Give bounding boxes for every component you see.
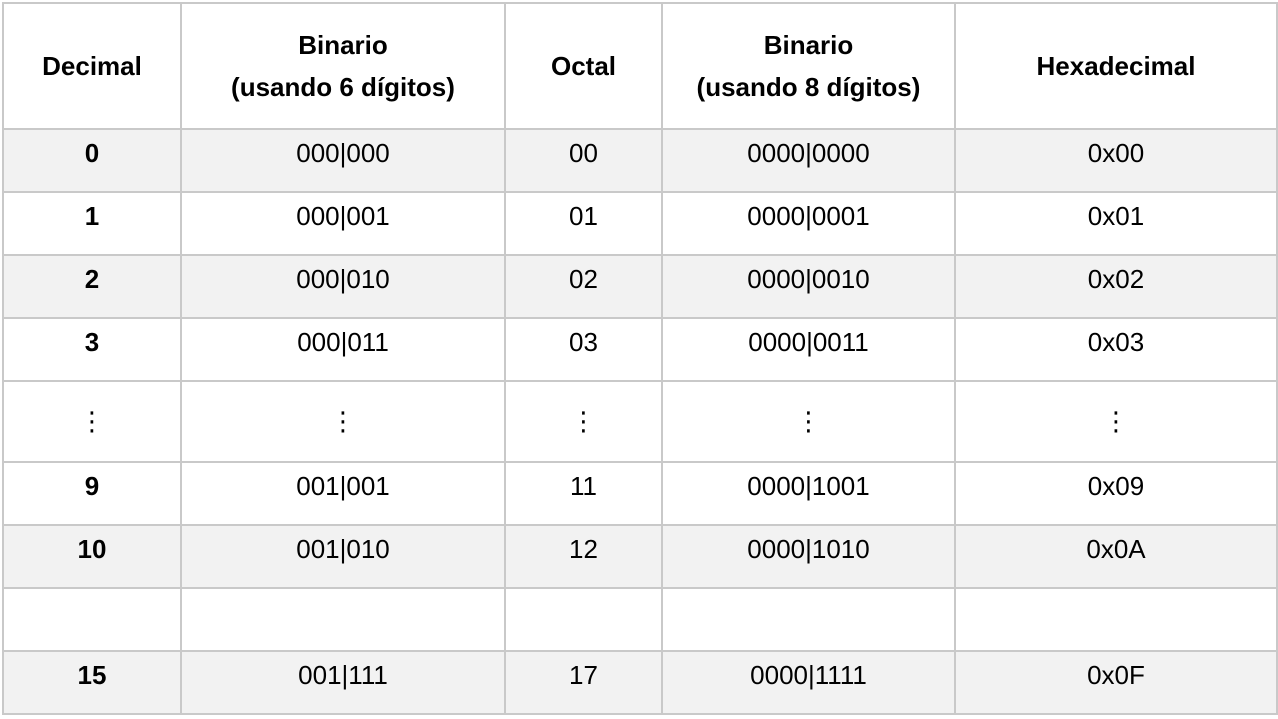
octal-cell	[504, 587, 663, 652]
table-row: 9 001|001 11 0000|1001 0x09	[2, 461, 1278, 526]
hex-cell: 0x00	[954, 128, 1278, 193]
binary8-cell: 0000|0010	[661, 254, 956, 319]
octal-cell: 03	[504, 317, 663, 382]
octal-cell: 12	[504, 524, 663, 589]
octal-cell: 00	[504, 128, 663, 193]
decimal-cell: 3	[2, 317, 182, 382]
table-row: 10 001|010 12 0000|1010 0x0A	[2, 524, 1278, 589]
vertical-ellipsis-cell: ⋮	[180, 380, 506, 463]
decimal-cell: 0	[2, 128, 182, 193]
decimal-cell	[2, 587, 182, 652]
octal-cell: 11	[504, 461, 663, 526]
header-octal-label: Octal	[550, 51, 617, 81]
table-row: 1 000|001 01 0000|0001 0x01	[2, 191, 1278, 256]
binary8-cell: 0000|1001	[661, 461, 956, 526]
octal-cell: 02	[504, 254, 663, 319]
vertical-ellipsis-cell: ⋮	[2, 380, 182, 463]
vertical-ellipsis-icon: ⋮	[1103, 406, 1129, 436]
empty-row	[2, 587, 1278, 652]
table-row: 3 000|011 03 0000|0011 0x03	[2, 317, 1278, 382]
decimal-cell: 15	[2, 650, 182, 715]
binary6-cell: 000|001	[180, 191, 506, 256]
decimal-cell: 10	[2, 524, 182, 589]
header-decimal-label: Decimal	[42, 51, 142, 81]
header-binary-6: Binario (usando 6 dígitos)	[180, 2, 506, 130]
header-hexadecimal-label: Hexadecimal	[1036, 51, 1196, 81]
binary8-cell	[661, 587, 956, 652]
table-row: 2 000|010 02 0000|0010 0x02	[2, 254, 1278, 319]
header-decimal: Decimal	[2, 2, 182, 130]
vertical-ellipsis-icon: ⋮	[570, 406, 597, 436]
hex-cell: 0x03	[954, 317, 1278, 382]
vertical-ellipsis-icon: ⋮	[795, 406, 822, 436]
header-binary-8-label: Binario	[763, 30, 854, 60]
octal-cell: 01	[504, 191, 663, 256]
header-binary-8: Binario (usando 8 dígitos)	[661, 2, 956, 130]
decimal-cell: 2	[2, 254, 182, 319]
octal-cell: 17	[504, 650, 663, 715]
binary6-cell: 000|010	[180, 254, 506, 319]
decimal-cell: 9	[2, 461, 182, 526]
vertical-ellipsis-cell: ⋮	[661, 380, 956, 463]
header-binary-6-label: Binario	[298, 30, 388, 60]
vertical-ellipsis-cell: ⋮	[954, 380, 1278, 463]
vertical-ellipsis-cell: ⋮	[504, 380, 663, 463]
header-binary-6-sub: (usando 6 dígitos)	[231, 72, 455, 102]
header-hexadecimal: Hexadecimal	[954, 2, 1278, 130]
table-row: 15 001|111 17 0000|1111 0x0F	[2, 650, 1278, 715]
binary6-cell: 001|111	[180, 650, 506, 715]
binary6-cell: 000|000	[180, 128, 506, 193]
header-octal: Octal	[504, 2, 663, 130]
decimal-cell: 1	[2, 191, 182, 256]
hex-cell: 0x09	[954, 461, 1278, 526]
hex-cell: 0x0F	[954, 650, 1278, 715]
header-binary-8-sub: (usando 8 dígitos)	[696, 72, 921, 102]
binary6-cell: 001|010	[180, 524, 506, 589]
vertical-ellipsis-icon: ⋮	[330, 406, 356, 436]
hex-cell: 0x0A	[954, 524, 1278, 589]
binary6-cell	[180, 587, 506, 652]
binary8-cell: 0000|1010	[661, 524, 956, 589]
hex-cell: 0x01	[954, 191, 1278, 256]
vertical-ellipsis-icon: ⋮	[79, 406, 105, 436]
binary8-cell: 0000|0001	[661, 191, 956, 256]
binary8-cell: 0000|1111	[661, 650, 956, 715]
hex-cell: 0x02	[954, 254, 1278, 319]
binary6-cell: 000|011	[180, 317, 506, 382]
table-row: 0 000|000 00 0000|0000 0x00	[2, 128, 1278, 193]
ellipsis-row: ⋮ ⋮ ⋮ ⋮ ⋮	[2, 380, 1278, 463]
binary6-cell: 001|001	[180, 461, 506, 526]
binary8-cell: 0000|0011	[661, 317, 956, 382]
hex-cell	[954, 587, 1278, 652]
binary8-cell: 0000|0000	[661, 128, 956, 193]
header-row: Decimal Binario (usando 6 dígitos) Octal…	[2, 2, 1278, 130]
